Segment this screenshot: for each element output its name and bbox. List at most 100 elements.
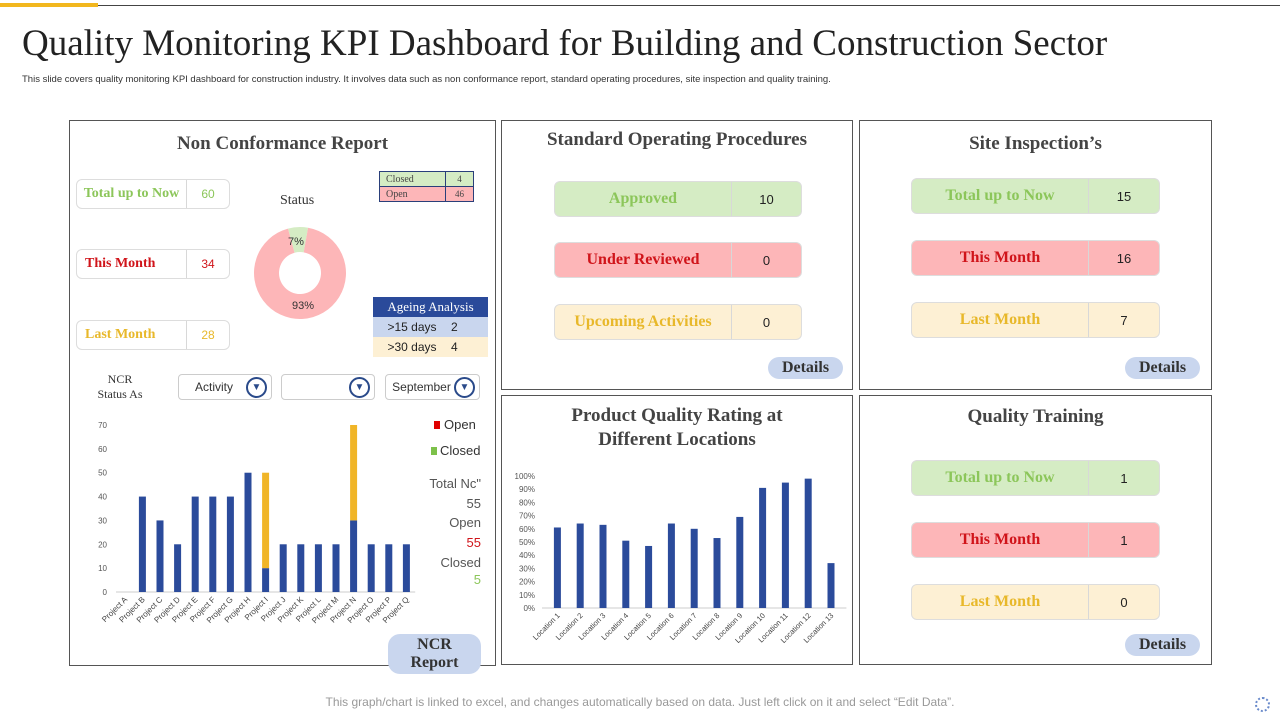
stat-label: Last Month — [912, 303, 1089, 337]
bar-project-g — [226, 496, 234, 592]
y-tick-label: 0% — [523, 604, 535, 613]
y-tick-label: 50% — [519, 538, 535, 547]
stat-value: 10 — [759, 191, 774, 207]
stat-label: This Month — [912, 241, 1089, 275]
bar-project-l — [314, 544, 322, 592]
bar-location-8 — [713, 538, 721, 608]
legend-label: Open — [444, 417, 476, 432]
bar-project-d — [174, 544, 182, 592]
site-last-month: Last Month 7 — [911, 302, 1160, 338]
stat-label: Total up to Now — [912, 179, 1089, 213]
status-closed-label: Closed — [379, 171, 446, 187]
bar-project-o — [367, 544, 375, 592]
status-open-value: 46 — [445, 186, 474, 202]
y-tick-label: 10 — [98, 564, 107, 573]
dropdown-value: Activity — [194, 380, 233, 394]
dropdown-value: September — [392, 380, 451, 394]
site-total: Total up to Now 15 — [911, 178, 1160, 214]
bar-project-i — [262, 568, 270, 592]
bar-location-2 — [576, 523, 584, 608]
stat-value: 0 — [1120, 594, 1128, 610]
ageing-value: 2 — [451, 320, 458, 334]
open-value: 55 — [466, 535, 481, 550]
stat-value: 16 — [1116, 250, 1132, 266]
donut-label-closed: 7% — [288, 236, 304, 248]
sop-upcoming: Upcoming Activities 0 — [554, 304, 802, 340]
sop-approved: Approved 10 — [554, 181, 802, 217]
stat-label: Approved — [555, 182, 732, 216]
training-last-month: Last Month 0 — [911, 584, 1160, 620]
stat-label: This Month — [77, 250, 187, 278]
ncr-last-month-stat: Last Month 28 — [76, 320, 230, 350]
total-nc-value: 55 — [466, 496, 481, 511]
closed-label: Closed — [440, 555, 481, 570]
training-this-month: This Month 1 — [911, 522, 1160, 558]
bar-location-3 — [599, 524, 607, 608]
ncr-report-button[interactable]: NCR Report — [388, 634, 481, 674]
sop-title: Standard Operating Procedures — [546, 129, 808, 150]
bar-location-10 — [759, 487, 767, 608]
status-table: Closed 4 Open 46 — [379, 171, 474, 202]
y-tick-label: 10% — [519, 591, 535, 600]
pqr-title-line1: Product Quality Rating at — [571, 405, 783, 426]
y-tick-label: 70 — [98, 421, 107, 430]
bar-project-k — [297, 544, 305, 592]
bar-project-q — [402, 544, 410, 592]
month-dropdown[interactable]: September ▼ — [385, 374, 480, 400]
status-closed-value: 4 — [445, 171, 474, 187]
stat-value: 1 — [1120, 532, 1128, 548]
bar-project-c — [156, 520, 164, 592]
legend-closed: Closed — [431, 443, 480, 458]
site-title: Site Inspection’s — [969, 133, 1102, 154]
y-tick-label: 70% — [519, 512, 535, 521]
y-tick-label: 60% — [519, 525, 535, 534]
y-tick-label: 30 — [98, 516, 107, 525]
filter-dropdown[interactable]: ▼ — [281, 374, 375, 400]
training-details-button[interactable]: Details — [1125, 634, 1200, 656]
activity-dropdown[interactable]: Activity ▼ — [178, 374, 272, 400]
training-total: Total up to Now 1 — [911, 460, 1160, 496]
stat-label: Last Month — [912, 585, 1089, 619]
bar-project-p — [385, 544, 393, 592]
quality-training-panel: Quality Training Total up to Now 1 This M… — [859, 395, 1212, 665]
bar-location-12 — [804, 478, 812, 608]
stat-label: Total up to Now — [912, 461, 1089, 495]
stat-value: 15 — [1116, 188, 1132, 204]
page-title: Quality Monitoring KPI Dashboard for Bui… — [22, 23, 1108, 64]
bar-project-b — [138, 496, 146, 592]
site-details-button[interactable]: Details — [1125, 357, 1200, 379]
stat-value: 0 — [762, 314, 771, 330]
bar-location-7 — [690, 528, 698, 608]
bar-project-m — [332, 544, 340, 592]
y-tick-label: 50 — [98, 469, 107, 478]
stat-label: This Month — [912, 523, 1089, 557]
bar-project-n-open — [350, 425, 358, 521]
y-tick-label: 40% — [519, 551, 535, 560]
pqr-title-line2: Different Locations — [598, 429, 756, 450]
ncr-this-month-stat: This Month 34 — [76, 249, 230, 279]
donut-slice-open — [254, 227, 346, 319]
legend-label: Closed — [440, 443, 481, 458]
bar-project-n — [350, 520, 358, 592]
stat-value: 1 — [1120, 470, 1128, 486]
bar-location-11 — [781, 482, 789, 608]
bar-location-13 — [827, 563, 835, 608]
ncr-title: Non Conformance Report — [176, 133, 389, 154]
bar-project-h — [244, 472, 252, 592]
y-tick-label: 100% — [515, 472, 535, 481]
bar-location-5 — [645, 545, 653, 608]
legend-open-swatch — [434, 421, 440, 429]
sop-details-button[interactable]: Details — [768, 357, 843, 379]
y-tick-label: 20 — [98, 540, 107, 549]
y-tick-label: 20% — [519, 578, 535, 587]
ageing-row: >30 days 4 — [373, 337, 488, 357]
ageing-value: 4 — [451, 340, 458, 354]
sop-panel: Standard Operating Procedures Approved 10… — [501, 120, 853, 390]
stat-label: Total up to Now — [77, 180, 187, 208]
page-subtitle: This slide covers quality monitoring KPI… — [22, 74, 831, 85]
bar-location-1 — [553, 527, 561, 608]
chevron-down-icon: ▼ — [349, 377, 370, 398]
stat-value: 0 — [762, 252, 771, 268]
stat-value: 7 — [1120, 312, 1128, 328]
